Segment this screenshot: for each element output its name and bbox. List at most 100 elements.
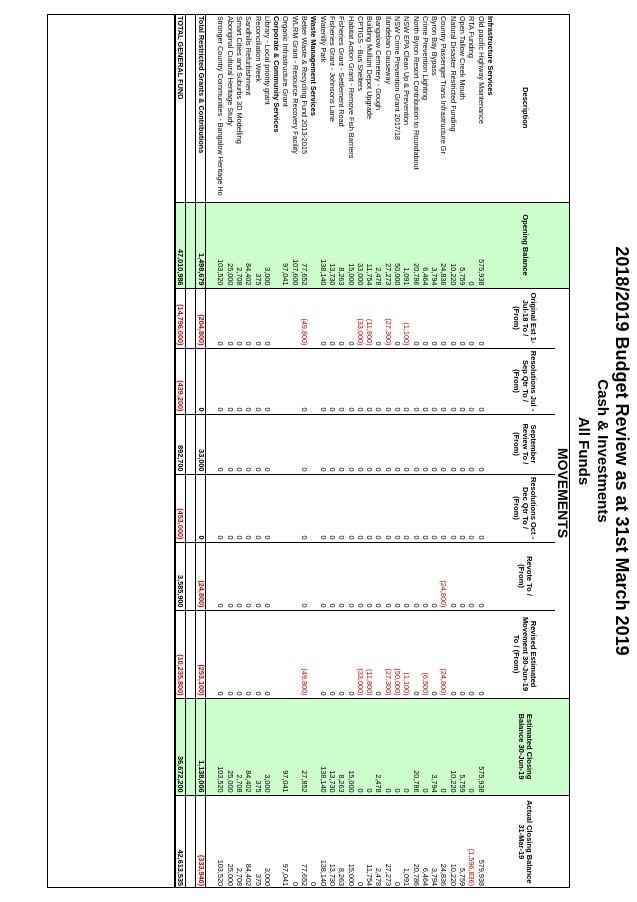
value-cell: (49,800) xyxy=(299,610,309,699)
table-row: Library - Local priority grant 3,000 0 0 0 0 0… xyxy=(262,14,272,889)
value-cell xyxy=(485,795,495,889)
value-cell: 47,010,986 xyxy=(174,202,186,288)
row-description: Fisheries Grant - Settlement Road xyxy=(337,16,346,127)
value-cell: 0 xyxy=(195,348,206,414)
value-cell: 103,520 xyxy=(215,698,225,796)
row-description: RTA Funding xyxy=(467,16,477,58)
value-cell: 0 xyxy=(476,414,486,474)
cash-investments-table: MOVEMENTS Description Opening Balance Origi… xyxy=(174,14,570,889)
column-header: Opening Balance xyxy=(494,202,555,288)
value-cell: 0 xyxy=(392,474,402,542)
movements-heading: MOVEMENTS xyxy=(554,288,570,699)
value-cell: 0 xyxy=(317,610,328,699)
value-cell xyxy=(280,414,291,474)
row-description: Country Passenger Trans Infrastructure G… xyxy=(439,16,449,154)
value-cell: 0 xyxy=(476,474,486,542)
value-cell: 0 xyxy=(457,348,467,414)
value-cell xyxy=(485,414,495,474)
value-cell: (27,300) xyxy=(383,288,393,348)
value-cell xyxy=(205,698,216,796)
value-cell xyxy=(185,542,196,610)
value-cell: 0 xyxy=(392,795,402,889)
value-cell: 5,759 xyxy=(457,202,467,288)
table-row: Natural Disaster Restricted Funding 10,22… xyxy=(448,14,458,889)
value-cell: 2,478 xyxy=(373,795,384,889)
value-cell: 0 xyxy=(345,414,356,474)
value-cell: (10,235,800) xyxy=(174,610,186,699)
value-cell: 0 xyxy=(383,698,393,796)
value-cell: 138,140 xyxy=(317,795,328,889)
row-description: Total Restricted Grants & Contributions xyxy=(195,14,206,202)
value-cell: 5,759 xyxy=(457,698,467,796)
value-cell: 0 xyxy=(410,542,421,610)
table-row: Sandhills Refurbishment 84,402 0 0 0 0 0 0 84,40… xyxy=(243,14,253,889)
row-description: Smart Cities and Suburbs 3D Modelling xyxy=(234,16,244,144)
value-cell: 0 xyxy=(466,610,477,699)
value-cell: 20,786 xyxy=(410,698,421,796)
value-cell: 0 xyxy=(448,542,458,610)
value-cell: 0 xyxy=(225,348,235,414)
value-cell: 2,708 xyxy=(234,795,244,889)
value-cell xyxy=(280,610,291,699)
table-row: Aboriginal Cultural Heritage Study 25,000… xyxy=(225,14,235,889)
value-cell: 3,000 xyxy=(262,698,272,796)
value-cell: 0 xyxy=(373,542,384,610)
value-cell: 0 xyxy=(438,288,449,348)
table-row: Old pacific Highway Maintenance 575,938 0 0… xyxy=(476,14,486,889)
value-cell xyxy=(308,698,318,796)
value-cell: 0 xyxy=(234,542,244,610)
blank-cell xyxy=(554,698,570,796)
value-cell: 0 xyxy=(262,288,272,348)
value-cell: 0 xyxy=(457,542,467,610)
value-cell: 0 xyxy=(243,414,253,474)
value-cell: 0 xyxy=(410,414,421,474)
value-cell: (11,800) xyxy=(364,288,374,348)
value-cell: 0 xyxy=(466,698,477,796)
value-cell: 0 xyxy=(401,542,411,610)
value-cell: (204,800) xyxy=(195,288,206,348)
value-cell: 1,091 xyxy=(401,202,411,288)
report-title: 2018/2019 Budget Review as at 31st March… xyxy=(612,246,632,656)
value-cell: 0 xyxy=(327,474,337,542)
row-description: Aboriginal Cultural Heritage Study xyxy=(225,16,235,126)
value-cell: 2,708 xyxy=(234,202,244,288)
value-cell: 0 xyxy=(457,288,467,348)
value-cell: 0 xyxy=(345,474,356,542)
value-cell: 0 xyxy=(355,698,365,796)
value-cell: (24,800) xyxy=(195,542,206,610)
value-cell: (33,000) xyxy=(355,610,365,699)
column-header: Resolutions Jul - Sep Qtr To / (From) xyxy=(494,348,555,414)
value-cell: 0 xyxy=(243,610,253,699)
column-header: Revote To / (From) xyxy=(494,542,555,610)
value-cell: 33,000 xyxy=(355,202,365,288)
spacer-row xyxy=(205,14,216,889)
value-cell: 0 xyxy=(215,414,225,474)
value-cell: 0 xyxy=(195,474,206,542)
value-cell: 0 xyxy=(392,288,402,348)
value-cell: 0 xyxy=(243,288,253,348)
value-cell: 0 xyxy=(225,610,235,699)
value-cell: 13,730 xyxy=(327,795,337,889)
blank-cell xyxy=(554,202,570,288)
value-cell: 0 xyxy=(448,288,458,348)
value-cell xyxy=(185,795,196,889)
value-cell: 42,613,535 xyxy=(174,795,186,889)
table-row: Country Passenger Trans Infrastructure G… xyxy=(438,14,449,889)
value-cell: 0 xyxy=(234,474,244,542)
table-row: Reconciliation Week 375 0 0 0 0 0 0 375 375 xyxy=(252,14,263,889)
value-cell xyxy=(290,542,300,610)
blank-cell xyxy=(554,795,570,889)
value-cell xyxy=(280,474,291,542)
value-cell xyxy=(205,610,216,699)
value-cell xyxy=(185,348,196,414)
blank-cell xyxy=(555,14,570,202)
value-cell: 2,708 xyxy=(234,698,244,796)
value-cell: 0 xyxy=(262,610,272,699)
row-description: NSW EPA Clean Up & Prevention xyxy=(402,16,411,125)
value-cell: 0 xyxy=(215,348,225,414)
value-cell: 0 xyxy=(355,414,365,474)
value-cell: 1,091 xyxy=(401,795,411,889)
value-cell xyxy=(205,348,216,414)
value-cell: 0 xyxy=(252,288,263,348)
value-cell xyxy=(271,288,281,348)
